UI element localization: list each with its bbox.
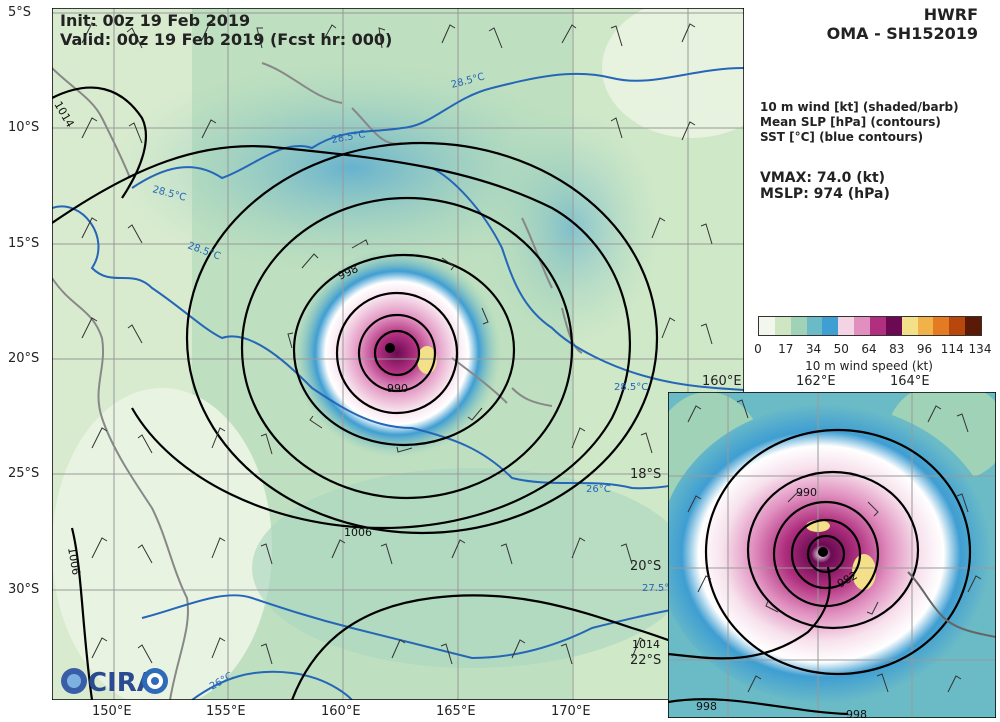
lat-label-25s: 25°S: [8, 466, 40, 481]
colorbar-segment: [822, 317, 839, 335]
inset-lat-18s: 18°S: [630, 467, 662, 482]
inset-slp-label-998-b: 998: [846, 708, 867, 718]
colorbar-tick-label: 114: [940, 342, 964, 356]
slp-label-1006: 1006: [344, 526, 372, 539]
colorbar-segment: [774, 317, 791, 335]
colorbar-segment: [917, 317, 934, 335]
cira-logo: CIRA: [60, 664, 170, 698]
inset-lon-160e: 160°E: [702, 374, 742, 389]
legend-sst: SST [°C] (blue contours): [760, 130, 924, 144]
slp-label-990: 990: [387, 382, 408, 395]
colorbar-tick-label: 64: [861, 342, 877, 356]
inset-slp-label-990: 990: [796, 486, 817, 499]
lat-label-5s: 5°S: [8, 5, 32, 20]
inset-lat-20s: 20°S: [630, 559, 662, 574]
colorbar-segment: [806, 317, 823, 335]
storm-id: OMA - SH152019: [826, 24, 978, 43]
lon-label-170e: 170°E: [551, 704, 591, 719]
inset-slp-label-998-a: 998: [696, 700, 717, 713]
colorbar-segment: [854, 317, 871, 335]
colorbar-segment: [870, 317, 886, 335]
inset-lon-162e: 162°E: [796, 374, 836, 389]
vmax-value: VMAX: 74.0 (kt): [760, 170, 886, 186]
inset-map: 990 982 998 998: [668, 392, 996, 718]
colorbar: [758, 316, 982, 336]
colorbar-tick-label: 34: [805, 342, 822, 356]
inset-lon-164e: 164°E: [890, 374, 930, 389]
colorbar-label: 10 m wind speed (kt): [805, 359, 933, 373]
colorbar-segment: [965, 317, 982, 335]
colorbar-segment: [885, 317, 902, 335]
colorbar-tick-label: 17: [778, 342, 794, 356]
sst-label-5: 28.5°C: [614, 382, 648, 393]
lat-label-10s: 10°S: [8, 120, 40, 135]
lon-label-150e: 150°E: [92, 704, 132, 719]
lon-label-165e: 165°E: [436, 704, 476, 719]
model-name: HWRF: [923, 5, 978, 24]
valid-time: Valid: 00z 19 Feb 2019 (Fcst hr: 000): [60, 30, 393, 49]
colorbar-segment: [933, 317, 950, 335]
colorbar-segment: [838, 317, 855, 335]
colorbar-tick-label: 96: [916, 342, 933, 356]
colorbar-tick-label: 134: [968, 342, 992, 356]
init-time: Init: 00z 19 Feb 2019: [60, 11, 251, 30]
lat-label-20s: 20°S: [8, 351, 40, 366]
slp-contours: [52, 86, 744, 700]
colorbar-segment: [759, 317, 775, 335]
lat-label-30s: 30°S: [8, 582, 40, 597]
colorbar-segment: [790, 317, 807, 335]
coastlines: [52, 62, 583, 700]
lon-label-155e: 155°E: [206, 704, 246, 719]
storm-core-shading: [292, 248, 502, 458]
slp-label-1014-se: 1014: [632, 638, 660, 651]
colorbar-tick-label: 0: [754, 342, 762, 356]
colorbar-tick-label: 83: [889, 342, 905, 356]
slp-label-1006-sw: 1006: [65, 546, 83, 576]
sst-label-7: 27.5°C: [642, 583, 676, 594]
colorbar-tick-label: 50: [833, 342, 849, 356]
inset-lat-22s: 22°S: [630, 653, 662, 668]
colorbar-segment: [949, 317, 966, 335]
lat-label-15s: 15°S: [8, 236, 40, 251]
main-map: 998 990 1006 1014 1006 1014 28.5°C 28.5°…: [52, 8, 744, 700]
legend-wind: 10 m wind [kt] (shaded/barb): [760, 100, 959, 114]
mslp-value: MSLP: 974 (hPa): [760, 186, 890, 202]
lon-label-160e: 160°E: [321, 704, 361, 719]
wind-barbs: [81, 21, 726, 665]
sst-label-6: 26°C: [586, 484, 611, 495]
colorbar-segment: [901, 317, 918, 335]
storm-center-marker: [385, 343, 395, 353]
legend-slp: Mean SLP [hPa] (contours): [760, 115, 941, 129]
